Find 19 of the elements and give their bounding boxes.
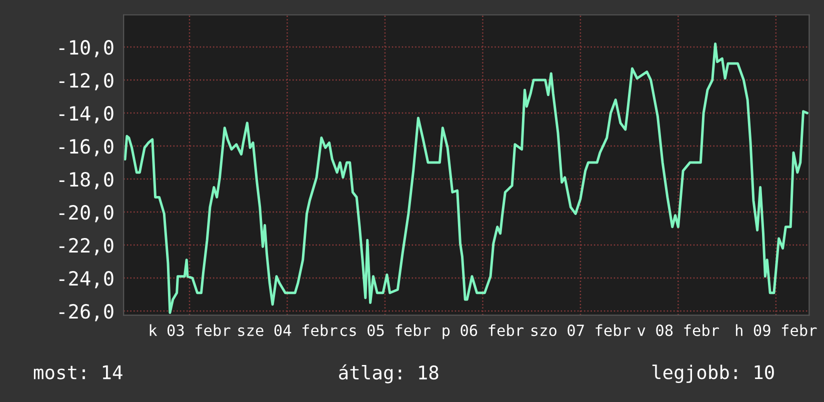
x-tick-label: v 08 febr [638, 324, 719, 336]
x-tick-label: sze 04 febr [238, 324, 338, 336]
y-tick-label: -12,0 [59, 73, 114, 90]
x-tick-label: cs 05 febr [340, 324, 430, 336]
y-tick-label: -20,0 [59, 205, 114, 222]
y-tick-label: -18,0 [59, 172, 114, 190]
y-tick-label: -24,0 [59, 271, 114, 288]
y-tick-label: -10,0 [59, 40, 114, 58]
x-tick-label: k 03 febr [150, 324, 230, 336]
y-tick-label: -26,0 [59, 304, 114, 322]
x-tick-label: p 06 febr [442, 324, 524, 340]
y-tick-label: -16,0 [59, 139, 114, 156]
y-tick-label: -14,0 [59, 106, 114, 124]
text: legjobb: 10 [652, 364, 774, 384]
y-tick-label: -22,0 [59, 238, 114, 256]
x-tick-label: h 09 febr [736, 324, 817, 336]
text: most: 14 [34, 365, 122, 380]
x-tick-label: szo 07 febr [531, 324, 630, 336]
text: átlag: 18 [339, 364, 438, 384]
